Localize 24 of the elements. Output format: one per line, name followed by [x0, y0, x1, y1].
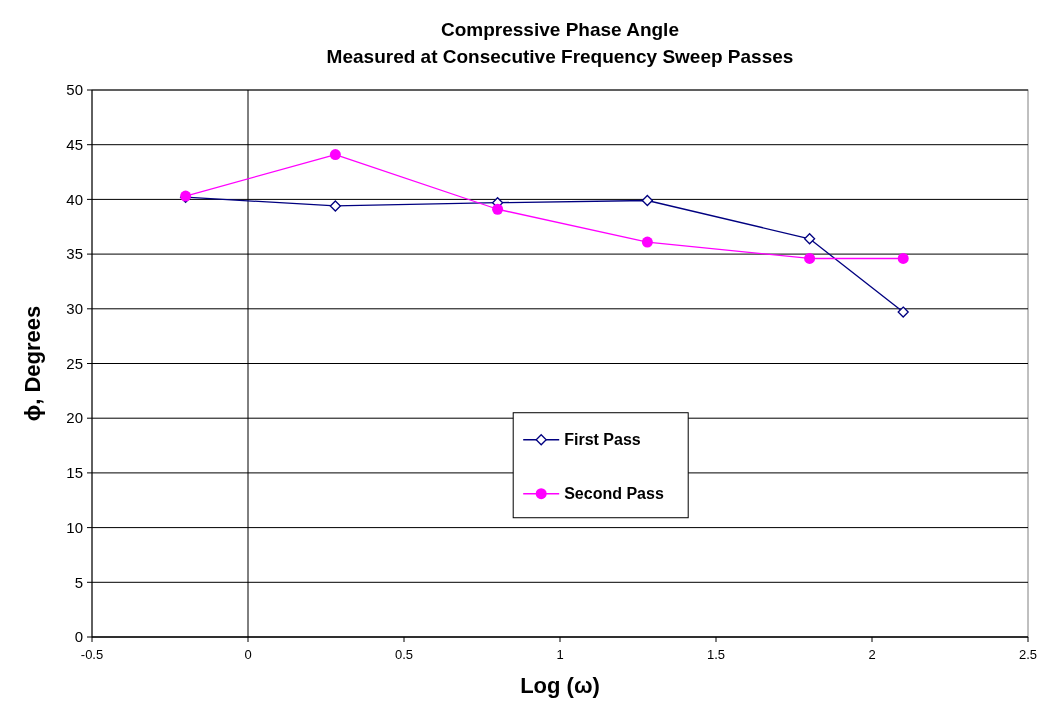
- y-tick-label: 45: [66, 135, 83, 153]
- x-tick-label: 1.5: [706, 647, 726, 662]
- x-tick-label: 2: [868, 647, 876, 662]
- x-tick-label: 1: [556, 647, 564, 662]
- legend-label: First Pass: [564, 431, 641, 449]
- x-tick-label: -0.5: [80, 647, 104, 662]
- chart-subtitle: Measured at Consecutive Frequency Sweep Passes: [326, 46, 794, 67]
- y-tick-label: 20: [66, 409, 83, 427]
- x-tick-label: 2.5: [1018, 647, 1038, 662]
- y-tick-label: 15: [66, 464, 83, 482]
- x-tick-label: 0: [244, 647, 252, 662]
- y-tick-label: 0: [74, 628, 83, 646]
- x-tick-label: 0.5: [394, 647, 414, 662]
- x-axis-title: Log (ω): [520, 673, 600, 698]
- y-tick-label: 5: [74, 573, 83, 591]
- y-axis-title: ϕ, Degrees: [20, 305, 45, 422]
- y-tick-label: 10: [66, 518, 83, 536]
- y-tick-label: 35: [66, 245, 83, 263]
- chart-title: Compressive Phase Angle: [441, 19, 679, 40]
- y-tick-label: 25: [66, 354, 83, 372]
- y-tick-label: 50: [66, 81, 83, 99]
- legend-label: Second Pass: [564, 485, 664, 503]
- y-tick-label: 30: [66, 300, 83, 318]
- y-tick-label: 40: [66, 190, 83, 208]
